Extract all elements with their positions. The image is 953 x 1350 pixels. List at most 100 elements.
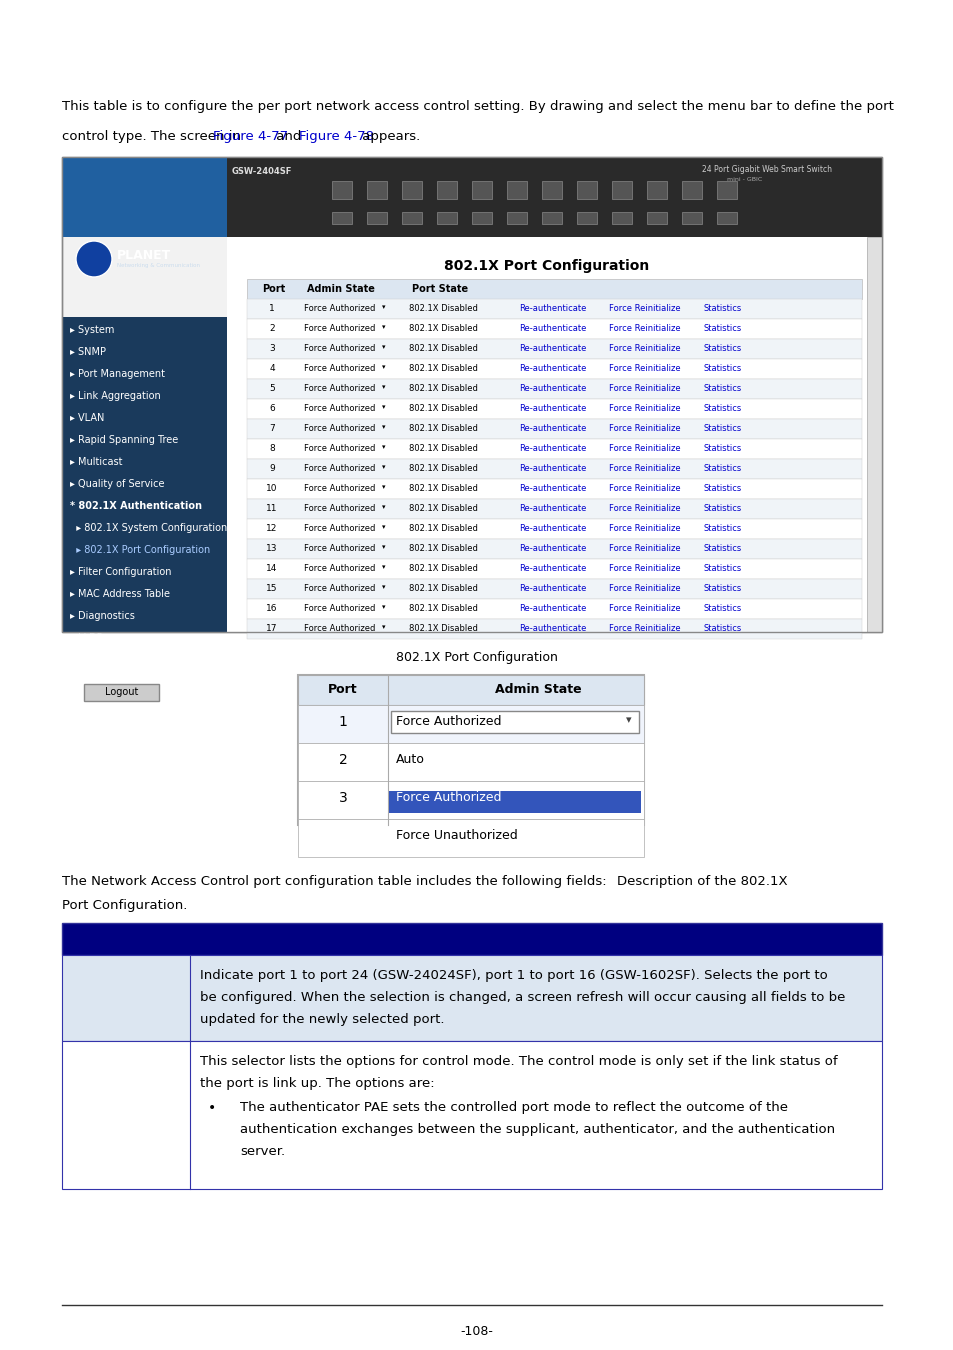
Bar [247,599,862,620]
Text: Force Authorized: Force Authorized [304,383,375,393]
Bar [391,711,639,733]
Text: Re-authenticate: Re-authenticate [518,544,586,554]
Text: Force Reinitialize: Force Reinitialize [608,524,679,533]
Text: 802.1X Port Configuration: 802.1X Port Configuration [395,651,558,664]
Text: Networking & Communication: Networking & Communication [117,263,200,269]
Text: Force Authorized: Force Authorized [304,324,375,333]
Bar [62,954,882,1041]
Text: ▾: ▾ [381,404,385,410]
Text: Force Authorized: Force Authorized [304,585,375,593]
Text: Re-authenticate: Re-authenticate [518,564,586,572]
Text: 802.1X Disabled: 802.1X Disabled [409,585,477,593]
Text: Statistics: Statistics [703,603,741,613]
Text: Force Authorized: Force Authorized [304,304,375,313]
Text: ▾: ▾ [381,524,385,531]
Text: ▾: ▾ [381,304,385,310]
Text: Statistics: Statistics [703,524,741,533]
Text: ▾: ▾ [381,485,385,490]
Text: Re-authenticate: Re-authenticate [518,404,586,413]
Bar [472,181,492,198]
Text: Statistics: Statistics [703,464,741,472]
Text: Description of the 802.1X: Description of the 802.1X [617,875,787,888]
Bar [717,181,737,198]
Bar [247,339,862,359]
Text: * 802.1X Authentication: * 802.1X Authentication [70,501,202,512]
Bar [247,439,862,459]
Text: ▾: ▾ [381,585,385,590]
Bar [472,212,492,224]
Bar [247,620,862,639]
Bar [62,317,227,632]
Text: 3: 3 [269,344,274,352]
Text: Force Reinitialize: Force Reinitialize [608,324,679,333]
Text: Re-authenticate: Re-authenticate [518,324,586,333]
Text: Force Reinitialize: Force Reinitialize [608,544,679,554]
Text: ▾: ▾ [381,424,385,431]
Text: 802.1X Network access control mode selection: 802.1X Network access control mode selec… [330,840,623,853]
Bar [717,212,737,224]
Text: appears.: appears. [357,130,419,143]
Text: GSW-2404SF: GSW-2404SF [232,167,292,176]
Bar [577,212,597,224]
Bar [62,157,882,632]
Text: 14: 14 [266,564,277,572]
Text: 802.1X Disabled: 802.1X Disabled [409,485,477,493]
Text: Force Reinitialize: Force Reinitialize [608,364,679,373]
Bar [247,518,862,539]
Text: Statistics: Statistics [703,304,741,313]
Text: ▾: ▾ [381,603,385,610]
Text: 802.1X Disabled: 802.1X Disabled [409,344,477,352]
Text: 802.1X Disabled: 802.1X Disabled [409,383,477,393]
Text: 802.1X Disabled: 802.1X Disabled [409,504,477,513]
Text: Force Authorized: Force Authorized [304,364,375,373]
Bar [297,705,643,743]
Bar [227,238,866,632]
Text: 802.1X Disabled: 802.1X Disabled [409,364,477,373]
Text: Force Reinitialize: Force Reinitialize [608,424,679,433]
Text: Statistics: Statistics [703,383,741,393]
Bar [367,181,387,198]
Text: authentication exchanges between the supplicant, authenticator, and the authenti: authentication exchanges between the sup… [240,1123,834,1135]
Text: Indicate port 1 to port 24 (GSW-24024SF), port 1 to port 16 (GSW-1602SF). Select: Indicate port 1 to port 24 (GSW-24024SF)… [200,969,827,981]
Text: Statistics: Statistics [703,504,741,513]
Text: 802.1X Disabled: 802.1X Disabled [409,404,477,413]
Bar [297,819,643,857]
Text: 802.1X Disabled: 802.1X Disabled [409,324,477,333]
Bar [367,212,387,224]
Text: Force Authorized: Force Authorized [304,524,375,533]
Text: ▾: ▾ [381,504,385,510]
Text: Force Authorized: Force Authorized [304,485,375,493]
Bar [297,675,643,705]
Text: be configured. When the selection is changed, a screen refresh will occur causin: be configured. When the selection is cha… [200,991,844,1004]
Bar [247,400,862,418]
Bar [247,359,862,379]
Text: Force Authorized: Force Authorized [304,624,375,633]
Text: Port Configuration.: Port Configuration. [62,899,187,913]
Text: Port: Port [328,683,357,697]
Text: Re-authenticate: Re-authenticate [518,603,586,613]
Text: Re-authenticate: Re-authenticate [518,485,586,493]
Text: ▸ MAC Address Table: ▸ MAC Address Table [70,589,170,599]
Text: ▾: ▾ [381,624,385,630]
Text: Re-authenticate: Re-authenticate [518,464,586,472]
Text: Force Authorized: Force Authorized [304,344,375,352]
Text: 802.1X Disabled: 802.1X Disabled [409,424,477,433]
Text: the port is link up. The options are:: the port is link up. The options are: [200,1077,435,1089]
Bar [247,559,862,579]
Text: Statistics: Statistics [703,564,741,572]
Bar [612,212,631,224]
Text: Logout: Logout [105,687,138,697]
Text: ▾: ▾ [381,564,385,570]
Text: Statistics: Statistics [703,444,741,454]
Bar [62,923,882,954]
Text: ▸ Quality of Service: ▸ Quality of Service [70,479,164,489]
Text: 802.1X Disabled: 802.1X Disabled [409,464,477,472]
Circle shape [76,242,112,277]
Text: Statistics: Statistics [703,404,741,413]
Text: Re-authenticate: Re-authenticate [518,504,586,513]
Text: 1: 1 [338,716,347,729]
Text: PLANET: PLANET [117,248,172,262]
Bar [62,157,227,238]
Text: ▾: ▾ [625,716,631,725]
Bar [247,479,862,500]
